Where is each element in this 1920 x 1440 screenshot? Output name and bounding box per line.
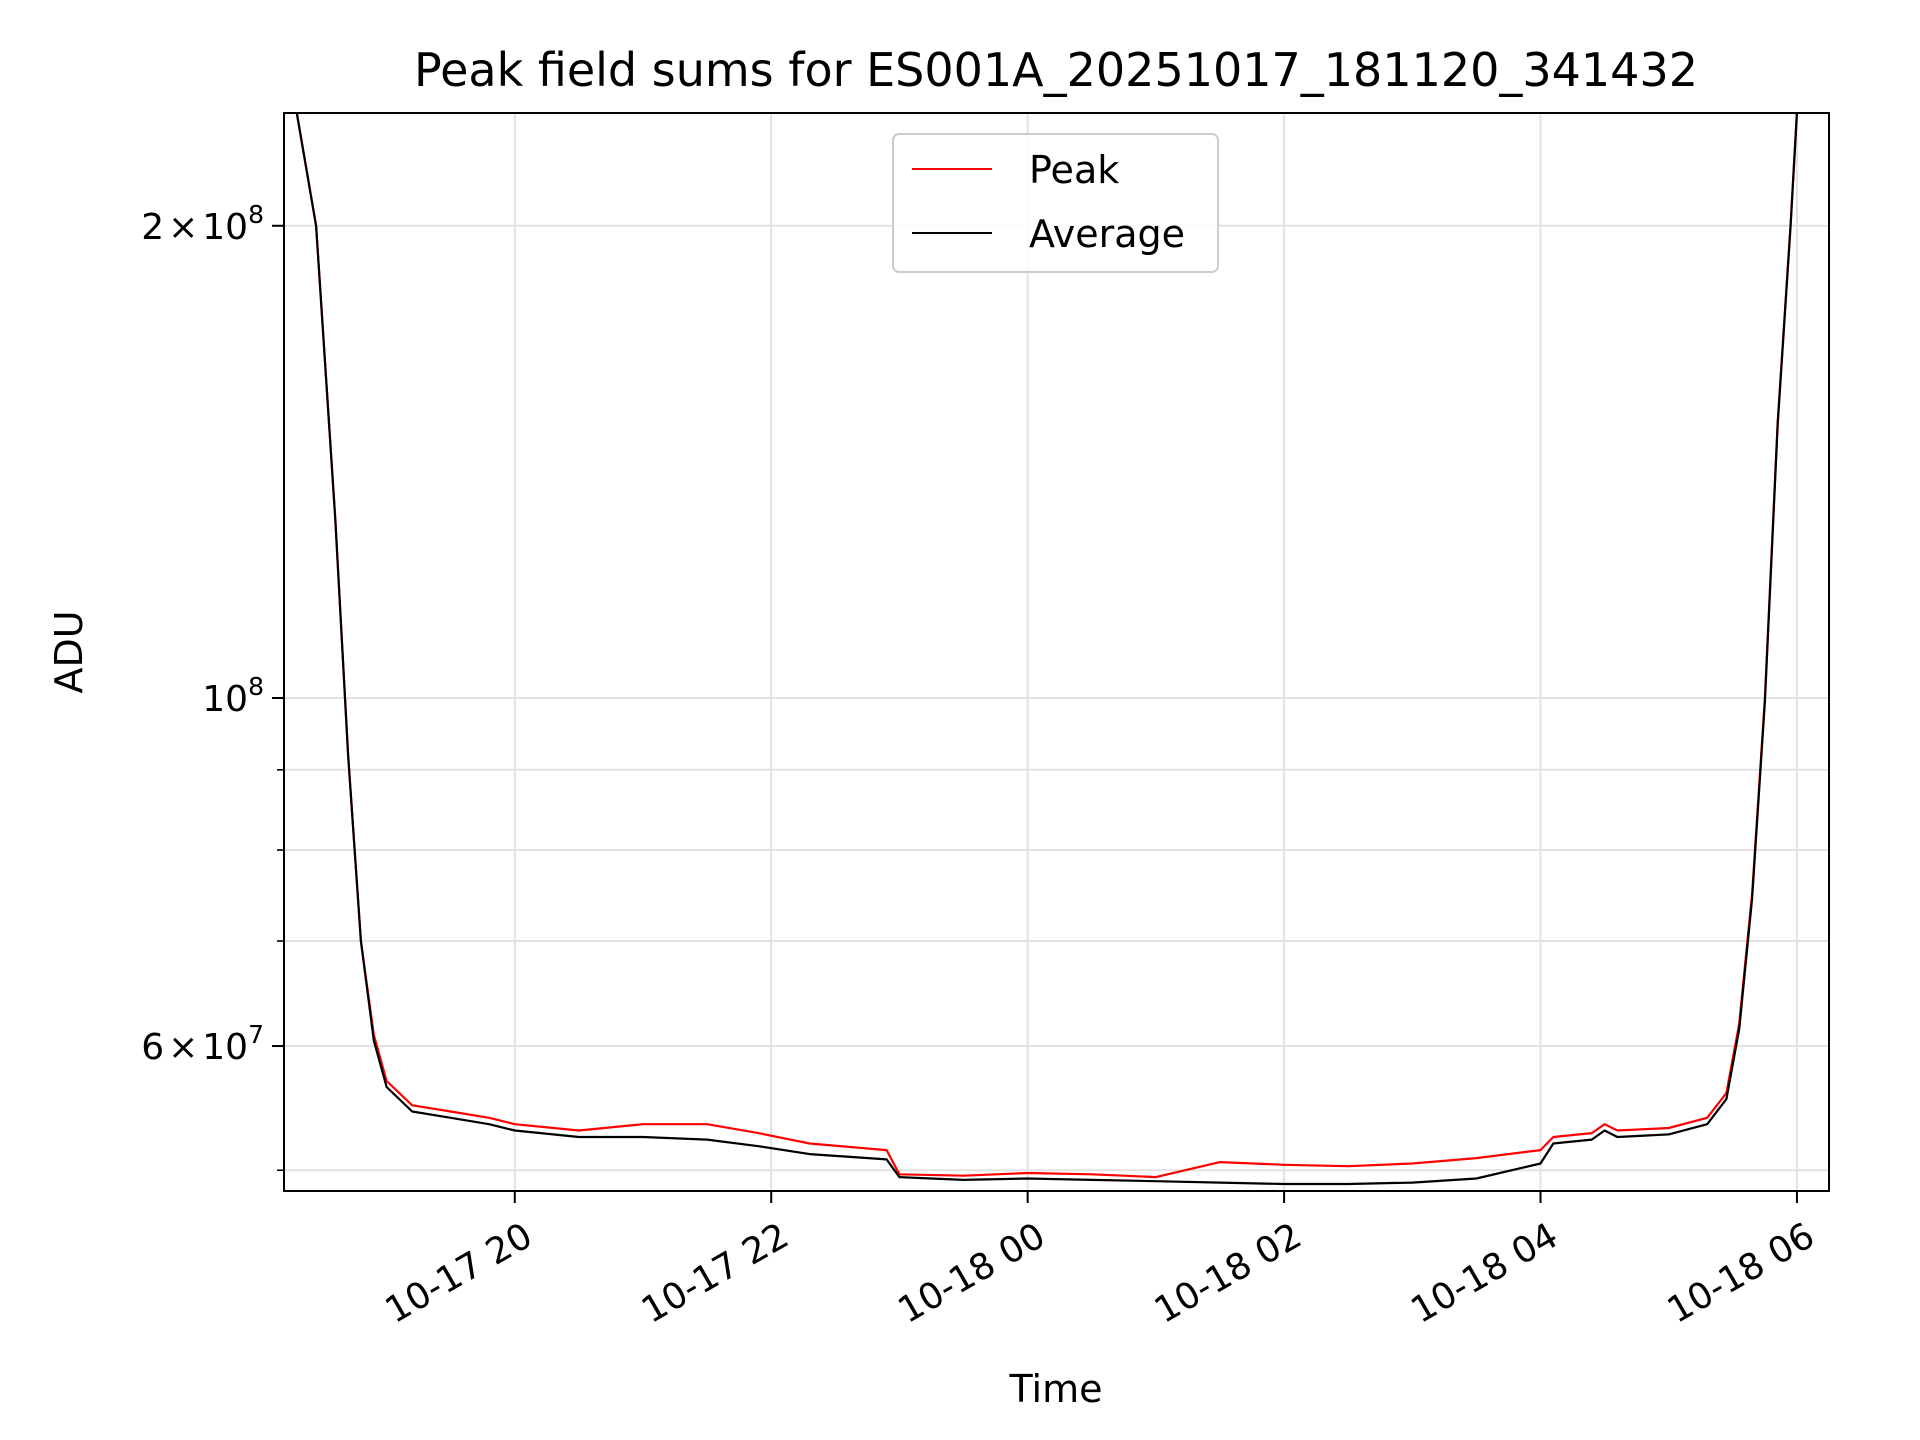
y-axis-label: ADU <box>47 610 91 693</box>
y-tick-exponent: 8 <box>248 672 264 701</box>
legend-peak-label: Peak <box>1029 148 1119 192</box>
series-line-peak <box>295 113 1798 1179</box>
series-line-average <box>295 113 1798 1186</box>
legend-average-label: Average <box>1029 212 1185 256</box>
y-tick-mantissa: 2 <box>141 207 164 248</box>
grid <box>284 113 1829 1191</box>
y-tick-mantissa: 6 <box>141 1027 164 1068</box>
plot-frame <box>283 112 1830 1192</box>
y-tick-label: 108 <box>202 672 264 720</box>
x-axis-label: Time <box>1009 1367 1103 1411</box>
series-layer <box>295 113 1798 1186</box>
chart-title: Peak field sums for ES001A_20251017_1811… <box>414 43 1698 97</box>
legend: Peak Average <box>892 133 1219 273</box>
y-tick-label: 2 × 108 <box>141 200 264 248</box>
y-tick-exponent: 7 <box>248 1020 264 1049</box>
y-tick-exponent: 8 <box>248 200 264 229</box>
y-tick-label: 6 × 107 <box>141 1020 264 1068</box>
